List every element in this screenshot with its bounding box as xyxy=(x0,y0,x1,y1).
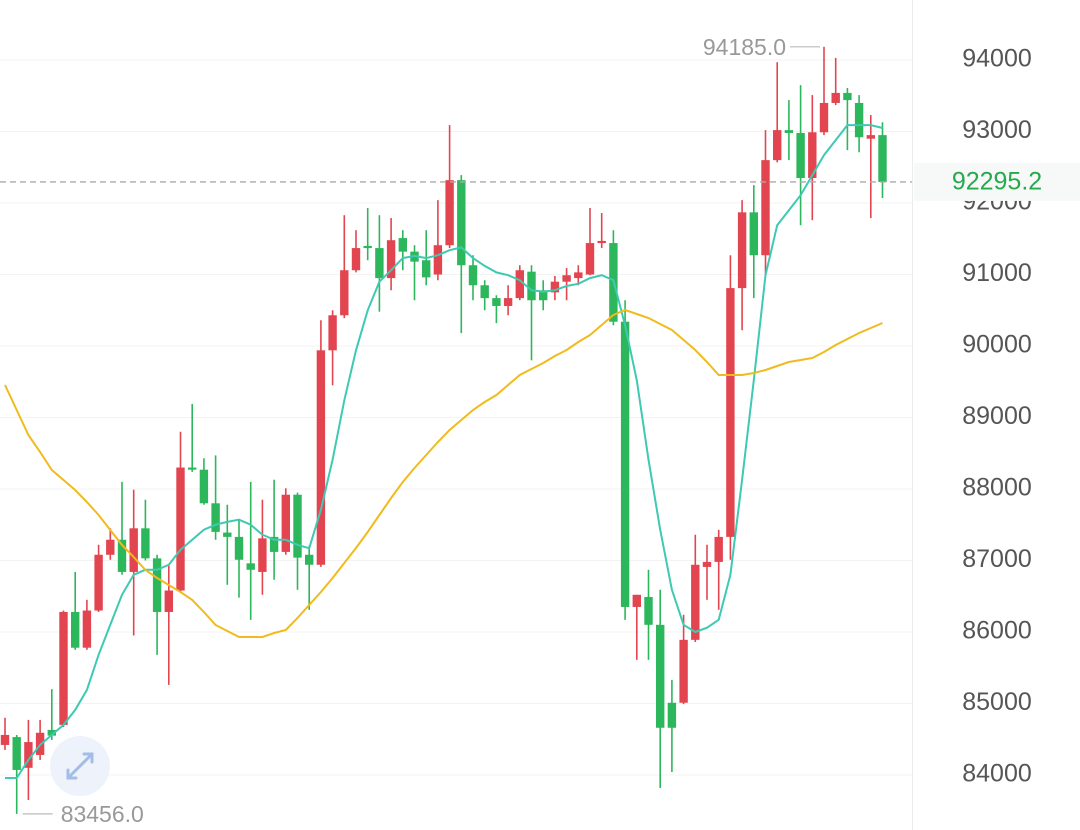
candle-body xyxy=(305,554,314,565)
candle-body xyxy=(819,102,829,133)
candle-body xyxy=(492,298,501,306)
candle-body xyxy=(854,102,864,138)
candle-body xyxy=(445,180,454,246)
candle-body xyxy=(363,245,372,249)
candle-body xyxy=(726,288,735,537)
y-tick-label: 94000 xyxy=(962,45,1032,73)
candle-body xyxy=(632,594,641,607)
candle-body xyxy=(422,260,431,278)
candle-body xyxy=(94,554,103,611)
candle-body xyxy=(539,290,548,301)
candle-body xyxy=(562,275,571,282)
y-tick-label: 88000 xyxy=(962,474,1032,502)
candle-body xyxy=(398,238,407,252)
candle-body xyxy=(328,315,337,351)
candle-body xyxy=(0,734,10,745)
candle-body xyxy=(117,539,127,572)
candle-body xyxy=(71,611,80,648)
candle-body xyxy=(59,611,68,725)
y-tick-label: 93000 xyxy=(962,116,1032,144)
y-tick-label: 84000 xyxy=(962,760,1032,788)
candle-body xyxy=(480,285,489,299)
candle-body xyxy=(831,92,840,103)
candle-body xyxy=(141,528,150,559)
candle-body xyxy=(12,737,21,770)
candle-body xyxy=(24,742,33,768)
candle-body xyxy=(468,265,478,286)
candle-body xyxy=(152,558,162,612)
candle-body xyxy=(808,132,817,179)
candle-body xyxy=(761,160,770,256)
y-tick-label: 87000 xyxy=(962,545,1032,573)
candle-body xyxy=(656,624,665,728)
expand-button[interactable] xyxy=(50,736,110,796)
high-marker-label: 94185.0 xyxy=(703,34,786,60)
candle-body xyxy=(106,539,115,555)
candle-body xyxy=(878,135,887,182)
candle-body xyxy=(164,590,173,612)
candle-body xyxy=(433,245,443,275)
candle-body xyxy=(679,639,688,703)
candle-body xyxy=(796,132,805,179)
candle-body xyxy=(714,536,723,562)
candle-body xyxy=(188,467,197,470)
candle-body xyxy=(176,467,185,591)
y-tick-label: 90000 xyxy=(962,331,1032,359)
candle-body xyxy=(258,538,267,572)
candle-body xyxy=(527,271,536,301)
candle-body xyxy=(211,503,220,532)
candle-body xyxy=(386,240,396,279)
candle-body xyxy=(737,212,747,289)
candle-body xyxy=(223,532,232,537)
candle-body xyxy=(644,596,653,625)
candle-body xyxy=(246,563,255,570)
candle-body xyxy=(340,270,349,316)
candle-body xyxy=(316,350,326,565)
candle-body xyxy=(749,212,758,256)
y-tick-label: 86000 xyxy=(962,617,1032,645)
candle-body xyxy=(129,528,138,572)
candle-body xyxy=(597,240,606,244)
low-marker-label: 83456.0 xyxy=(61,801,144,827)
last-price-label: 92295.2 xyxy=(952,168,1042,196)
moving-average-line xyxy=(5,124,883,779)
candle-body xyxy=(199,469,209,504)
candle-body xyxy=(457,180,466,266)
candle-body xyxy=(82,610,92,648)
candle-body xyxy=(550,281,560,293)
y-tick-label: 91000 xyxy=(962,259,1032,287)
candle-body xyxy=(691,564,700,640)
candle-body xyxy=(47,729,56,736)
candle-body xyxy=(585,243,595,275)
moving-average-line xyxy=(4,308,883,638)
expand-icon[interactable] xyxy=(66,752,94,780)
candle-body xyxy=(843,92,852,101)
candle-body xyxy=(702,561,712,567)
candle-body xyxy=(667,702,677,728)
candle-body xyxy=(784,130,794,133)
candle-body xyxy=(375,248,384,279)
candle-body xyxy=(293,494,302,558)
candle-body xyxy=(503,298,513,306)
candle-body xyxy=(574,272,583,279)
last-price-box xyxy=(914,162,1080,201)
candle-body xyxy=(351,248,361,271)
candle-body xyxy=(269,536,279,552)
candle-body xyxy=(866,135,875,139)
candle-body xyxy=(515,270,524,299)
candle-body xyxy=(773,130,782,161)
candle-body xyxy=(281,494,290,552)
candle-body xyxy=(620,321,630,607)
y-tick-label: 85000 xyxy=(962,688,1032,716)
candle-body xyxy=(234,536,244,560)
y-tick-label: 89000 xyxy=(962,402,1032,430)
